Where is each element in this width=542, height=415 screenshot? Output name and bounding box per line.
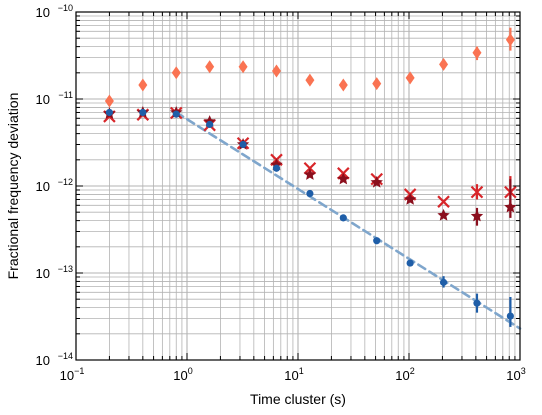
data-point	[405, 71, 415, 85]
axis-ticks	[75, 12, 520, 361]
data-point	[439, 278, 448, 286]
data-point	[437, 208, 450, 221]
data-point	[172, 110, 180, 118]
data-point	[171, 66, 181, 80]
data-point	[138, 78, 148, 92]
y-tick-labels: 10−14 10−13 10−12 10−11 10−10	[36, 3, 73, 368]
data-point	[206, 120, 214, 129]
series-diamond	[104, 27, 515, 108]
x-tick-label: 10−1	[60, 366, 85, 383]
data-point	[338, 78, 348, 92]
data-point	[105, 108, 114, 117]
x-tick-label: 102	[395, 366, 414, 383]
data-point	[439, 57, 449, 71]
data-point	[337, 172, 350, 185]
data-point	[272, 164, 281, 172]
data-point	[406, 259, 414, 267]
data-point	[239, 140, 247, 149]
data-point	[306, 189, 314, 198]
data-point	[470, 209, 484, 222]
fit-line	[174, 111, 522, 330]
y-tick-label: 10 −12	[36, 177, 73, 194]
data-point	[370, 175, 383, 188]
y-tick-label: 10 −11	[36, 90, 73, 107]
fit-line-group	[174, 111, 522, 330]
data-point	[339, 214, 347, 222]
x-tick-labels: 10−1 100 101 102 103	[60, 366, 526, 383]
x-tick-label: 103	[506, 366, 525, 383]
data-point	[271, 64, 281, 78]
y-axis-label: Fractional frequency deviation	[5, 93, 21, 280]
data-point	[104, 94, 114, 108]
grid	[75, 12, 520, 361]
data-point	[437, 195, 450, 208]
y-tick-label: 10 −13	[36, 264, 73, 281]
x-tick-label: 101	[284, 366, 303, 383]
data-point	[403, 192, 417, 205]
x-axis-label: Time cluster (s)	[250, 391, 346, 407]
data-marks	[103, 27, 517, 327]
x-tick-label: 100	[173, 366, 192, 383]
data-point	[238, 60, 248, 74]
data-point	[472, 46, 482, 60]
data-point	[373, 237, 381, 245]
data-point	[506, 312, 514, 320]
data-point	[473, 299, 481, 307]
y-tick-label: 10 −14	[36, 351, 73, 368]
data-point	[305, 73, 315, 87]
series-star	[103, 105, 517, 226]
data-point	[505, 33, 515, 47]
data-point	[504, 200, 517, 213]
data-point	[303, 168, 317, 180]
y-tick-label: 10 −10	[36, 3, 73, 20]
data-point	[205, 60, 215, 74]
data-point	[470, 185, 484, 199]
data-point	[139, 108, 147, 117]
series-circle	[105, 108, 514, 327]
data-point	[372, 77, 382, 91]
